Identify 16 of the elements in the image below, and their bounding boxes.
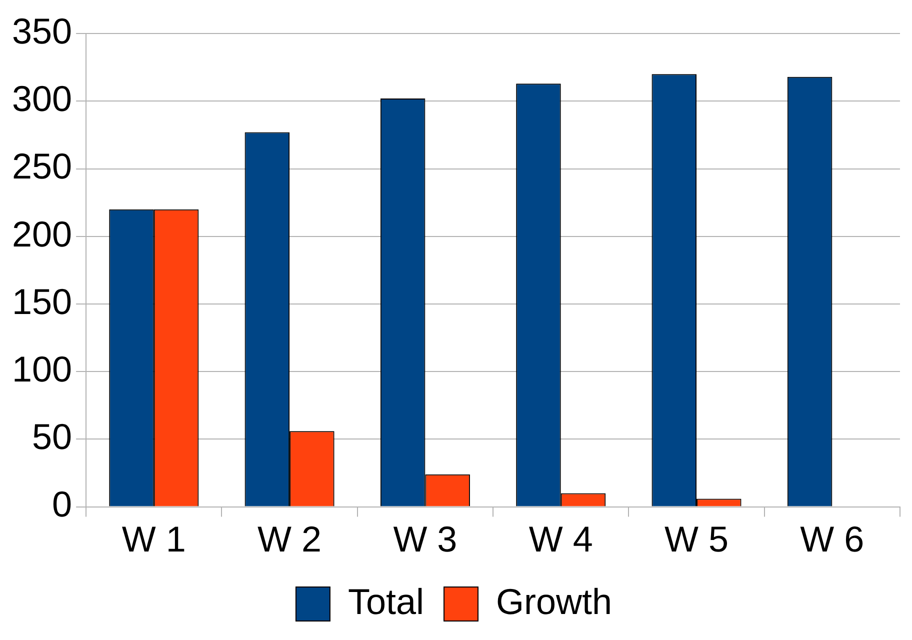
- legend-label: Total: [348, 580, 424, 622]
- x-tick-label: W 2: [258, 518, 322, 560]
- y-tick-label: 200: [12, 213, 72, 254]
- y-tick-label: 100: [12, 348, 72, 390]
- x-tick-label: W 6: [800, 518, 864, 560]
- y-tick-label: 0: [52, 484, 72, 525]
- y-tick-label: 50: [32, 416, 72, 458]
- legend-label: Growth: [496, 580, 612, 622]
- x-tick-label: W 1: [122, 518, 186, 560]
- x-tick-label: W 5: [664, 518, 729, 560]
- x-tick-label: W 3: [393, 518, 458, 560]
- y-tick-label: 150: [12, 280, 72, 322]
- y-tick-label: 300: [12, 78, 72, 120]
- y-tick-label: 250: [12, 146, 72, 187]
- x-tick-label: W 4: [528, 518, 593, 560]
- y-tick-label: 350: [12, 10, 72, 52]
